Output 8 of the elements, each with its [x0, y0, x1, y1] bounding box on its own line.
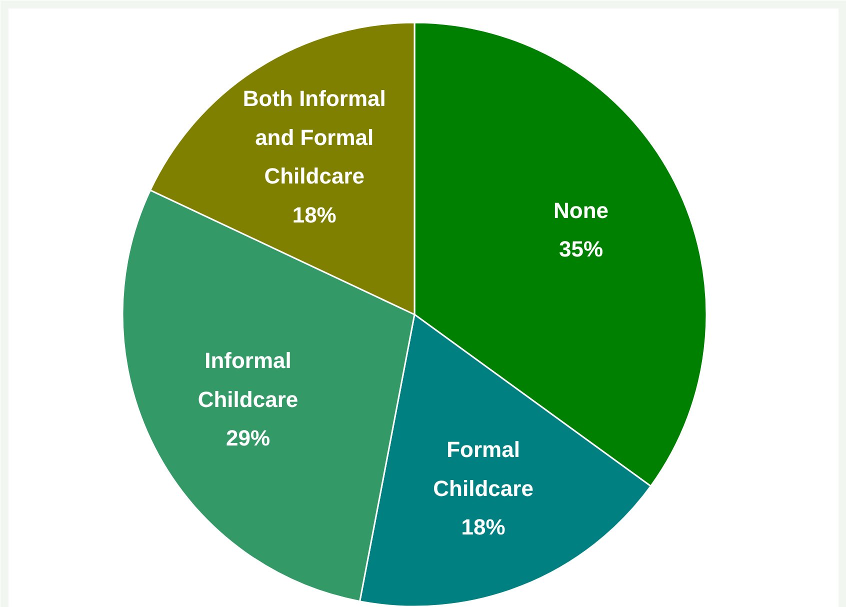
data-label: 35%	[558, 236, 604, 262]
slice-label: None	[554, 198, 609, 223]
slice-label: Informal Childcare	[198, 348, 298, 412]
data-label: 29%	[226, 426, 270, 451]
data-label: 18%	[461, 514, 506, 540]
slice-label: Formal Childcare	[433, 437, 534, 501]
data-label: 18%	[292, 202, 336, 228]
slice-label: Both Informal and Formal Childcare	[242, 86, 386, 189]
